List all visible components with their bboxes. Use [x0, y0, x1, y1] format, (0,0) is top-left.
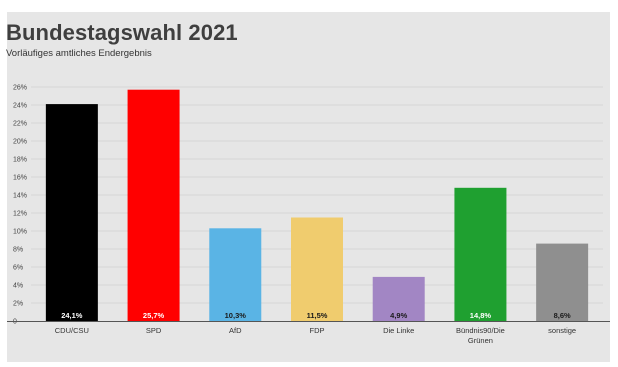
bar-value-label: 25,7%: [143, 311, 165, 320]
bar: [291, 217, 343, 321]
bar-value-label: 14,8%: [470, 311, 492, 320]
y-tick-label: 22%: [13, 121, 27, 128]
bar: [372, 276, 425, 321]
bar: [45, 104, 98, 321]
y-tick-label: 14%: [13, 193, 27, 200]
y-tick-label: 24%: [13, 103, 27, 110]
y-tick-label: 10%: [13, 229, 27, 236]
y-tick-label: 2%: [13, 301, 23, 308]
x-category-label: FDP: [310, 326, 325, 335]
x-category-label: Grünen: [468, 336, 493, 345]
x-category-label: SPD: [146, 326, 162, 335]
bars: 24,1% 25,7% 10,3% 11,5% 4,9% 14,8% 8,6%: [45, 89, 589, 321]
y-axis-ticks: 02%4%6%8%10%12%14%16%18%20%22%24%26%: [13, 85, 27, 326]
y-tick-label: 20%: [13, 139, 27, 146]
x-category-label: Bündnis90/Die: [456, 326, 505, 335]
gridlines: [31, 86, 603, 304]
y-tick-label: 18%: [13, 157, 27, 164]
y-tick-label: 12%: [13, 211, 27, 218]
chart-title: Bundestagswahl 2021: [6, 20, 238, 45]
bar: [127, 89, 180, 321]
chart-subtitle: Vorläufiges amtliches Endergebnis: [6, 48, 152, 59]
bar: [454, 187, 507, 321]
x-category-label: sonstige: [548, 326, 576, 335]
y-tick-label: 6%: [13, 265, 23, 272]
bar-value-label: 24,1%: [61, 311, 83, 320]
bar-value-label: 11,5%: [307, 311, 328, 320]
y-tick-label: 8%: [13, 247, 23, 254]
bar: [536, 243, 589, 321]
x-axis-labels: CDU/CSU SPD AfD FDP Die Linke Bündnis90/DieGr…: [55, 326, 576, 345]
x-category-label: CDU/CSU: [55, 326, 89, 335]
x-category-label: AfD: [229, 326, 242, 335]
bar-value-label: 4,9%: [390, 311, 407, 320]
bar-value-label: 8,6%: [554, 311, 571, 320]
y-tick-label: 26%: [13, 85, 27, 92]
x-category-label: Die Linke: [383, 326, 414, 335]
y-tick-label: 16%: [13, 175, 27, 182]
bar-value-label: 10,3%: [225, 311, 247, 320]
y-tick-label: 4%: [13, 283, 23, 290]
bar: [209, 228, 262, 321]
